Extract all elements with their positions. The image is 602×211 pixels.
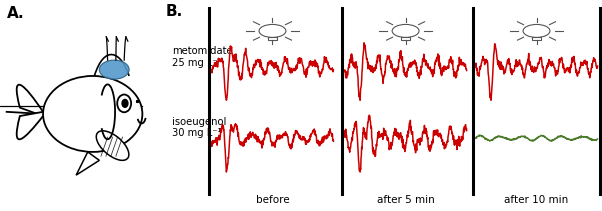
Text: A.: A. <box>7 6 24 21</box>
Text: B.: B. <box>166 4 183 19</box>
Text: 30 mg L⁻¹: 30 mg L⁻¹ <box>172 128 222 138</box>
Text: 25 mg L⁻¹: 25 mg L⁻¹ <box>172 58 222 68</box>
Text: after 5 min: after 5 min <box>377 195 435 205</box>
Text: metomidate: metomidate <box>172 46 233 56</box>
Circle shape <box>122 99 129 108</box>
Ellipse shape <box>96 131 129 160</box>
Text: after 10 min: after 10 min <box>504 195 569 205</box>
Text: isoeugenol: isoeugenol <box>172 117 226 127</box>
Polygon shape <box>76 152 99 175</box>
PathPatch shape <box>17 85 43 116</box>
Ellipse shape <box>43 76 143 152</box>
Circle shape <box>117 95 131 112</box>
PathPatch shape <box>17 112 43 139</box>
Ellipse shape <box>99 60 129 79</box>
Text: before: before <box>256 195 290 205</box>
